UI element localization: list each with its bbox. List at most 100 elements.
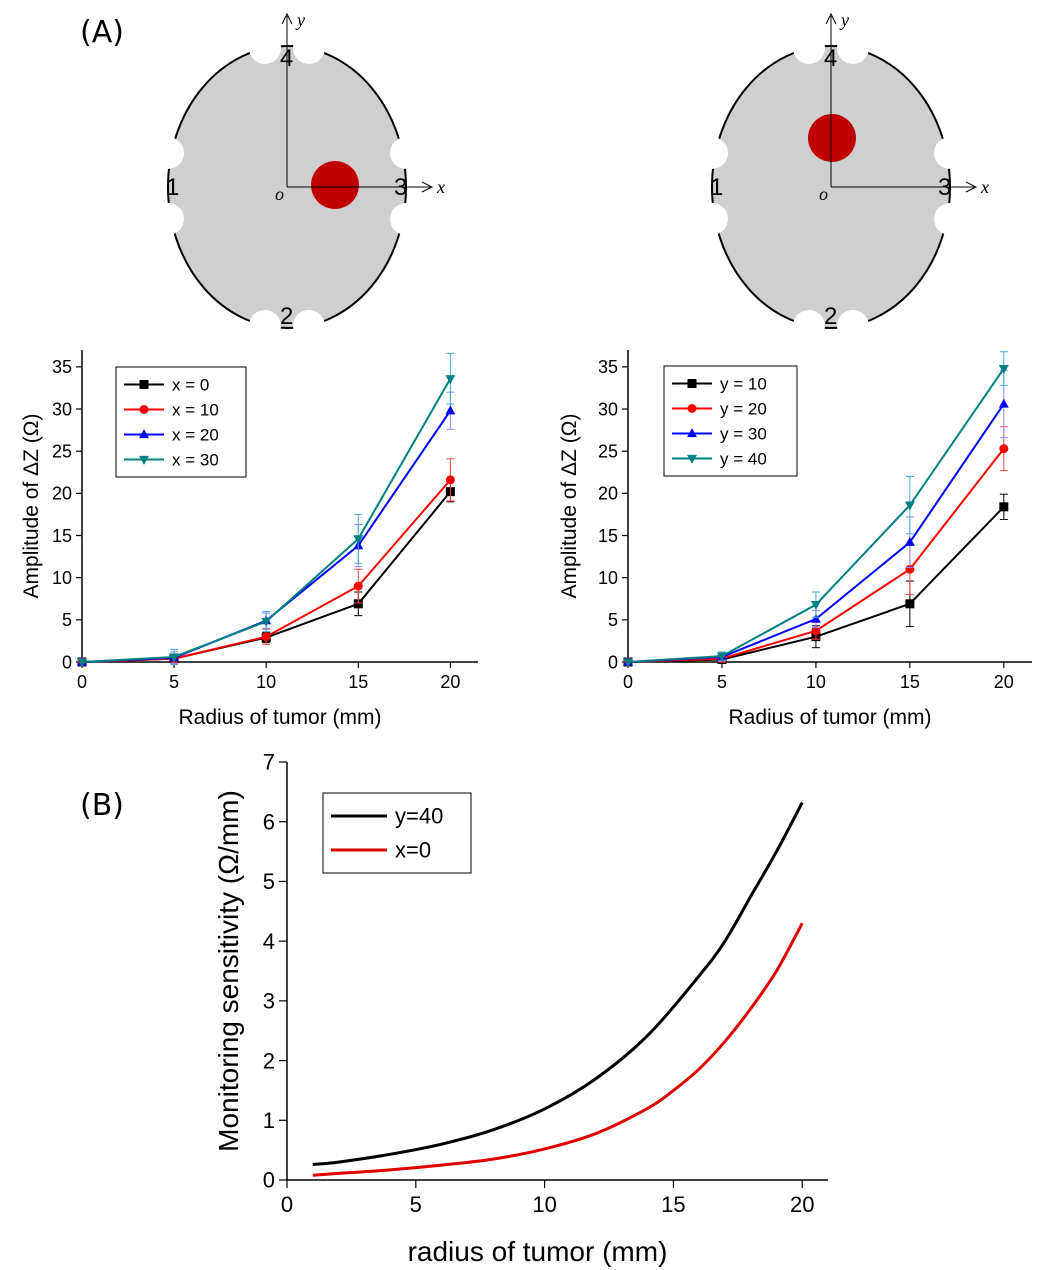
x-tick-label: 5 xyxy=(169,672,179,692)
x-tick-label: 15 xyxy=(661,1192,685,1217)
origin-label-2: o xyxy=(819,184,828,204)
data-point xyxy=(445,375,456,385)
legend-label: y = 20 xyxy=(720,399,767,418)
x-tick-label: 5 xyxy=(410,1192,422,1217)
legend-marker xyxy=(687,404,697,413)
data-point xyxy=(999,502,1009,512)
y-tick-label: 0 xyxy=(263,1168,275,1193)
data-point xyxy=(261,617,272,627)
y-axis-label: Monitoring sensitivity (Ω/mm) xyxy=(213,790,244,1152)
data-point xyxy=(905,564,915,574)
x-axis-label: Radius of tumor (mm) xyxy=(728,706,931,729)
data-point xyxy=(810,613,821,623)
legend-label: x = 10 xyxy=(172,400,219,419)
data-point xyxy=(717,652,727,662)
y-axis-name-2: y xyxy=(839,10,849,30)
y-tick-label: 6 xyxy=(263,809,275,834)
legend-marker xyxy=(687,379,697,388)
legend-label: y=40 xyxy=(395,804,443,829)
y-axis-label: Amplitude of ΔZ (Ω) xyxy=(558,414,581,599)
electrode-label-2: 2 xyxy=(824,303,837,330)
x-tick-label: 5 xyxy=(717,672,727,692)
data-point xyxy=(353,581,363,591)
y-arrow-icon-2 xyxy=(825,12,837,25)
y-tick-label: 10 xyxy=(52,568,72,588)
x-arrow-icon-1 xyxy=(421,181,434,193)
y-tick-label: 20 xyxy=(598,484,618,504)
legend-marker xyxy=(139,455,149,465)
chart-amplitude-y: 0 5 10 15 20 0 5 10 15 20 25 30 35 Radius of tumor (m… xyxy=(558,350,1032,729)
tumor-2 xyxy=(808,114,856,162)
legend-label: y = 10 xyxy=(720,374,767,393)
x-tick-label: 20 xyxy=(440,672,460,692)
legend-label: x = 30 xyxy=(172,450,219,469)
electrode-label-1: 1 xyxy=(166,174,179,201)
y-arrow-icon-1 xyxy=(281,12,293,25)
legend-marker xyxy=(687,454,697,464)
legend-marker xyxy=(139,429,149,439)
y-tick-label: 4 xyxy=(263,929,275,954)
y-tick-label: 7 xyxy=(263,750,275,775)
data-point xyxy=(998,364,1009,374)
legend-marker xyxy=(139,380,149,389)
panel-a-label: (A) xyxy=(80,15,124,50)
x-tick-label: 15 xyxy=(348,672,368,692)
electrode-label-1: 1 xyxy=(710,174,723,201)
x-tick-label: 0 xyxy=(77,672,87,692)
y-axis-name-1: y xyxy=(295,10,305,30)
head-diagram-2: y x o 1 2 3 4 xyxy=(696,10,989,342)
y-tick-label: 35 xyxy=(52,357,72,377)
x-tick-label: 15 xyxy=(900,672,920,692)
y-tick-label: 35 xyxy=(598,357,618,377)
series-line xyxy=(312,922,804,1177)
y-tick-label: 0 xyxy=(608,652,618,672)
y-tick-label: 1 xyxy=(263,1108,275,1133)
y-tick-label: 5 xyxy=(62,610,72,630)
electrode-slots-2 xyxy=(696,32,966,342)
y-tick-label: 30 xyxy=(598,399,618,419)
y-tick-label: 5 xyxy=(263,869,275,894)
legend-label: x = 0 xyxy=(172,375,209,394)
y-tick-label: 25 xyxy=(52,441,72,461)
y-tick-label: 20 xyxy=(52,484,72,504)
x-tick-label: 20 xyxy=(790,1192,814,1217)
y-tick-label: 0 xyxy=(62,652,72,672)
tumor-1 xyxy=(311,161,359,209)
data-point xyxy=(77,658,87,668)
origin-label-1: o xyxy=(275,184,284,204)
x-axis-label: Radius of tumor (mm) xyxy=(178,706,381,729)
legend-box xyxy=(322,792,472,874)
data-point xyxy=(811,626,821,636)
data-point xyxy=(261,632,271,642)
y-tick-label: 2 xyxy=(263,1048,275,1073)
x-tick-label: 10 xyxy=(532,1192,556,1217)
data-point xyxy=(999,444,1009,454)
x-arrow-icon-2 xyxy=(965,181,978,193)
x-axis-name-1: x xyxy=(436,177,445,197)
data-point xyxy=(904,536,915,546)
data-point xyxy=(353,535,364,545)
series-line xyxy=(312,801,804,1166)
data-point xyxy=(445,405,456,415)
legend-marker xyxy=(687,428,697,438)
y-tick-label: 3 xyxy=(263,989,275,1014)
data-point xyxy=(169,653,180,663)
y-tick-label: 5 xyxy=(608,610,618,630)
data-point xyxy=(998,398,1009,408)
x-tick-label: 10 xyxy=(256,672,276,692)
y-tick-label: 15 xyxy=(52,526,72,546)
legend-label: y = 40 xyxy=(720,449,767,468)
chart-amplitude-x: 0 5 10 15 20 0 5 10 15 20 25 30 35 Radius of tumor (m… xyxy=(20,350,478,729)
head-diagram-1: y x o 1 2 3 4 xyxy=(152,10,445,342)
x-tick-label: 0 xyxy=(623,672,633,692)
x-tick-label: 10 xyxy=(806,672,826,692)
data-point xyxy=(353,599,363,609)
legend-label: x = 20 xyxy=(172,425,219,444)
data-point xyxy=(905,599,915,609)
electrode-label-2: 2 xyxy=(280,303,293,330)
electrode-slots-1 xyxy=(152,32,422,342)
electrode-label-4: 4 xyxy=(824,45,837,72)
data-point xyxy=(904,501,915,511)
x-axis-label: radius of tumor (mm) xyxy=(408,1236,668,1267)
